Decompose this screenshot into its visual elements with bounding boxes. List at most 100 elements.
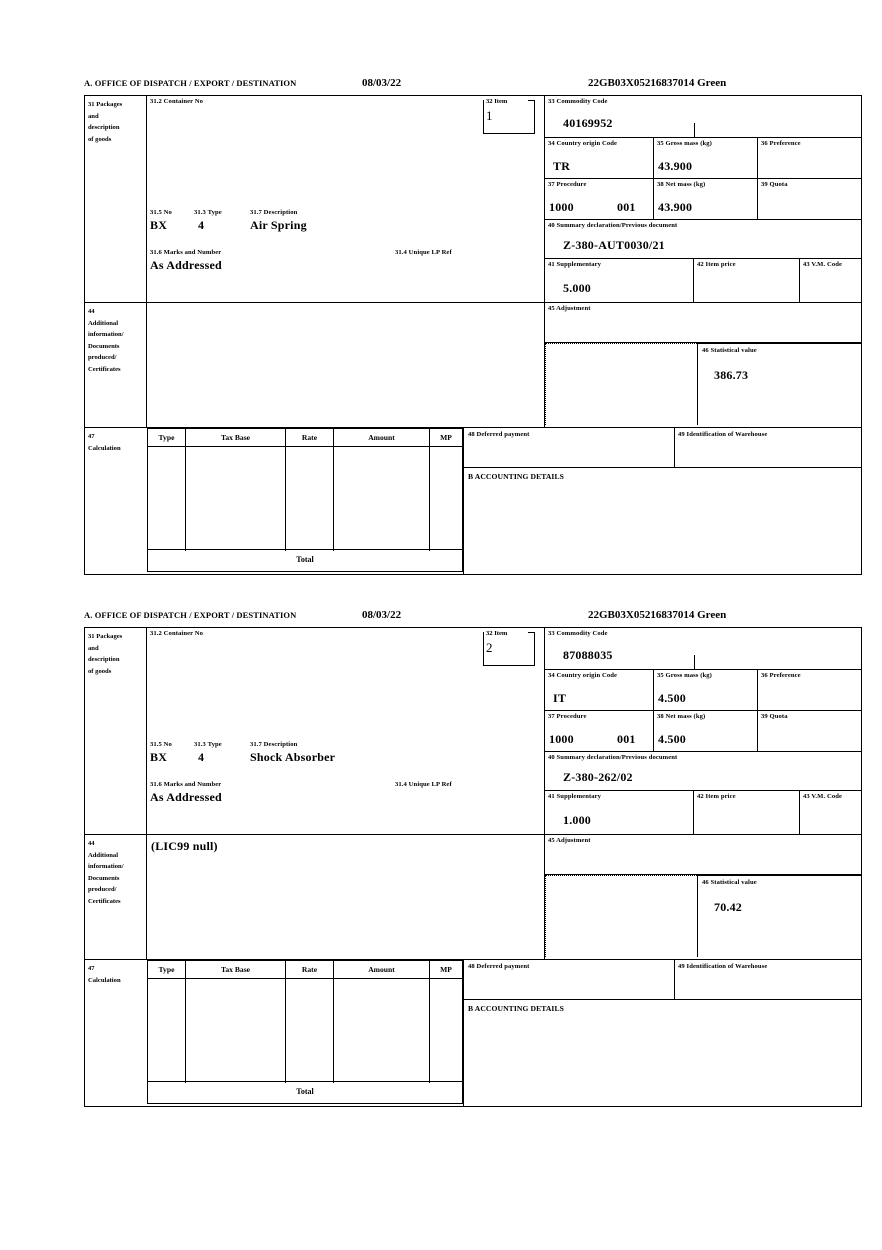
adjustment-label: 45 Adjustment [548,837,591,844]
box-48-49-divider [674,428,676,468]
box-34-country-origin: 34 Country origin Code IT [545,670,653,710]
vm-code-label: 43 V.M. Code [803,793,843,800]
form-frame: 31 Packages and description of goods 31.… [84,95,862,575]
calc-column-type: Type [148,961,186,1083]
procedure-label: 37 Procedure [548,181,587,188]
procedure-label: 37 Procedure [548,713,587,720]
accounting-details-label: B ACCOUNTING DETAILS [468,472,564,481]
box-33-commodity-code: 33 Commodity Code 40169952 [545,96,861,138]
calculation-table-header [148,961,462,979]
calc-column-amount: Amount [334,961,430,1083]
box-46-dotted-area [545,875,697,957]
calc-header-amount: Amount [368,433,395,442]
box-39-quota: 39 Quota [757,711,861,751]
box-31-label-line-2: and [88,644,99,652]
boxes-48-49-column: 48 Deferred payment 49 Identification of… [463,428,861,575]
quota-label: 39 Quota [761,181,788,188]
item-number-value: 2 [486,640,493,655]
summary-declaration-label: 40 Summary declaration/Previous document [548,222,678,229]
box-33-commodity-code: 33 Commodity Code 87088035 [545,628,861,670]
box-45-adjustment: 45 Adjustment [545,835,861,875]
calc-column-amount: Amount [334,429,430,551]
boxes-48-49-row: 48 Deferred payment 49 Identification of… [463,960,861,1000]
box-31-label-line-4: of goods [88,667,112,675]
box-31-sidebar: 31 Packages and description of goods [85,96,147,302]
box-31-label-line-3: description [88,656,120,664]
box-42-item-price: 42 Item price [693,259,799,302]
packages-no-value: BX [150,750,168,764]
supplementary-label: 41 Supplementary [548,793,602,800]
calc-column-tax-base: Tax Base [186,961,286,1083]
boxes-41-43-row: 41 Supplementary 1.000 42 Item price 43 … [545,791,861,834]
additional-info-section: 44 Additional information/ Documents pro… [85,302,861,427]
calc-header-mp: MP [440,433,452,442]
country-origin-code-label: 34 Country origin Code [548,140,618,147]
box-46-dotted-area [545,343,697,425]
country-origin-code-value: TR [553,159,571,173]
country-origin-code-value: IT [553,691,567,705]
item-label: 32 Item [486,630,510,637]
box-47-sidebar: 47 Calculation [85,428,147,574]
box-31-goods-area: 31.2 Container No 31.5 No 31.3 Type 31.7… [147,628,545,834]
commodity-code-label: 33 Commodity Code [548,630,608,637]
packages-description-label: 31.7 Description [250,741,298,748]
packages-description-label: 31.7 Description [250,209,298,216]
boxes-48-49-column: 48 Deferred payment 49 Identification of… [463,960,861,1107]
gross-mass-label: 35 Gross mass (kg) [657,140,712,147]
supplementary-value: 1.000 [563,813,591,827]
gross-mass-value: 43.900 [658,159,693,173]
boxes-48-49-row: 48 Deferred payment 49 Identification of… [463,428,861,468]
calc-column-type: Type [148,429,186,551]
boxes-45-46-column: 45 Adjustment 46 Statistical value 70.42 [545,835,861,959]
identification-of-warehouse-label: 49 Identification of Warehouse [678,431,768,438]
declaration-reference: 22GB03X05216837014 Green [588,609,727,621]
packages-description-value: Shock Absorber [250,750,336,764]
box-31-label-line-4: of goods [88,135,112,143]
box-44-label-line-6: Certificates [88,897,121,905]
box-44-label-line-5: produced/ [88,886,117,894]
procedure-value-2: 001 [617,732,636,746]
boxes-37-39-row: 37 Procedure 1000 001 38 Net mass (kg) 4… [545,711,861,752]
box-44-label-line-2: Additional [88,319,119,327]
commodity-code-value: 40169952 [563,116,613,130]
net-mass-label: 38 Net mass (kg) [657,181,706,188]
box-32-item: 32 Item 1 [483,98,535,134]
box-46-wrapper: 46 Statistical value 386.73 [545,343,861,428]
vm-code-label: 43 V.M. Code [803,261,843,268]
box-47-label-line-1: 47 [88,433,95,440]
form-header: A. OFFICE OF DISPATCH / EXPORT / DESTINA… [84,77,862,95]
box-48-49-divider [674,960,676,1000]
unique-lp-ref-label: 31.4 Unique LP Ref [395,781,452,788]
additional-information-value: (LIC99 null) [151,839,218,853]
packages-type-label: 31.3 Type [194,209,222,216]
calculation-section: 47 Calculation Type Tax Base Rate [85,959,861,1107]
boxes-34-36-row: 34 Country origin Code TR 35 Gross mass … [545,138,861,179]
calc-column-rate: Rate [286,429,334,551]
calc-column-mp: MP [430,961,462,1083]
declaration-reference: 22GB03X05216837014 Green [588,77,727,89]
box-44-label-line-2: Additional [88,851,119,859]
office-of-dispatch-label: A. OFFICE OF DISPATCH / EXPORT / DESTINA… [84,610,297,620]
box-43-vm-code: 43 V.M. Code [799,791,861,834]
box-45-adjustment: 45 Adjustment [545,303,861,343]
box-37-procedure: 37 Procedure 1000 001 [545,711,653,751]
box-31-label-line-1: 31 Packages [88,633,123,640]
packages-row: 31.5 No 31.3 Type 31.7 Description BX 4 … [150,741,542,767]
box-38-net-mass: 38 Net mass (kg) 4.500 [653,711,757,751]
box-40-summary-declaration: 40 Summary declaration/Previous document… [545,220,861,259]
deferred-payment-label: 48 Deferred payment [468,963,530,970]
deferred-payment-label: 48 Deferred payment [468,431,530,438]
goods-section: 31 Packages and description of goods 31.… [85,628,861,834]
calc-header-type: Type [158,965,175,974]
quota-label: 39 Quota [761,713,788,720]
packages-type-label: 31.3 Type [194,741,222,748]
gross-mass-value: 4.500 [658,691,686,705]
calculation-section: 47 Calculation Type Tax Base Rate [85,427,861,575]
supplementary-label: 41 Supplementary [548,261,602,268]
box-31-label-line-3: description [88,124,120,132]
calc-header-type: Type [158,433,175,442]
box-44-content [147,303,545,427]
box-44-label-line-3: information/ [88,331,124,339]
box-44-sidebar: 44 Additional information/ Documents pro… [85,303,147,427]
